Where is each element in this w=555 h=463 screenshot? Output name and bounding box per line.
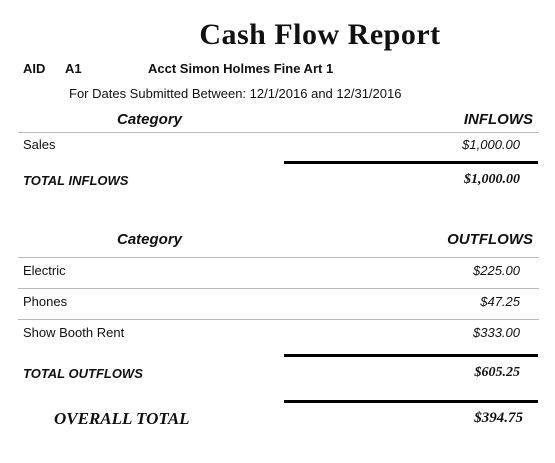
outflows-amount-header: OUTFLOWS <box>447 231 533 248</box>
outflow-row-category: Electric <box>23 263 66 278</box>
overall-total-label: OVERALL TOTAL <box>54 409 190 428</box>
inflow-row-category: Sales <box>23 137 56 152</box>
inflows-category-header: Category <box>117 111 183 128</box>
outflow-row-category: Show Booth Rent <box>23 325 125 340</box>
outflows-category-header: Category <box>117 231 183 248</box>
outflow-row-category: Phones <box>23 294 68 309</box>
outflow-row-amount: $225.00 <box>473 263 520 278</box>
inflows-amount-header: INFLOWS <box>463 111 533 128</box>
aid-label: AID <box>23 61 46 76</box>
total-outflows-label: TOTAL OUTFLOWS <box>23 366 143 381</box>
divider <box>18 257 539 258</box>
divider <box>18 132 539 133</box>
total-outflows-amount: $605.25 <box>474 365 521 380</box>
total-rule <box>284 354 538 357</box>
divider <box>18 288 539 289</box>
total-inflows-amount: $1,000.00 <box>464 172 520 187</box>
overall-rule <box>284 400 538 403</box>
divider <box>18 319 539 320</box>
outflow-row-amount: $47.25 <box>480 294 520 309</box>
outflow-row-amount: $333.00 <box>473 325 520 340</box>
total-rule <box>284 161 538 164</box>
aid-value: A1 <box>65 61 82 76</box>
account-name: Acct Simon Holmes Fine Art 1 <box>148 61 334 76</box>
overall-total-amount: $394.75 <box>474 410 523 426</box>
date-range: For Dates Submitted Between: 12/1/2016 a… <box>69 86 402 101</box>
inflow-row-amount: $1,000.00 <box>462 137 520 152</box>
total-inflows-label: TOTAL INFLOWS <box>23 173 129 188</box>
report-title: Cash Flow Report <box>199 18 441 51</box>
